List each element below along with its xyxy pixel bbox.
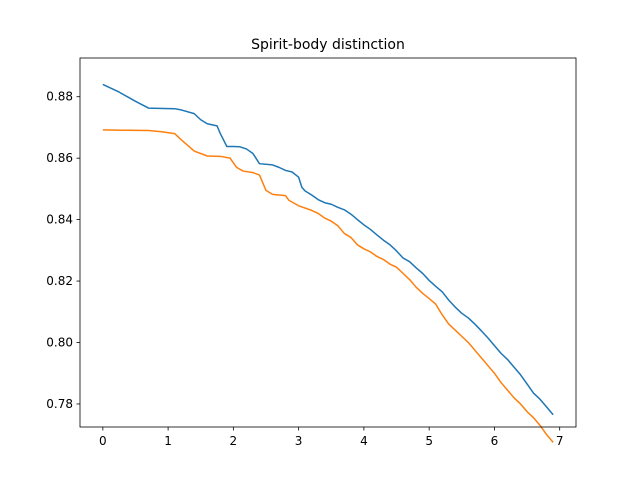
x-tick-label: 7 xyxy=(556,434,564,448)
y-tick-label: 0.82 xyxy=(46,274,73,288)
y-tick-label: 0.80 xyxy=(46,336,73,350)
chart-title: Spirit-body distinction xyxy=(251,37,405,53)
y-tick-label: 0.86 xyxy=(46,151,73,165)
x-tick-label: 4 xyxy=(360,434,368,448)
x-tick-label: 2 xyxy=(230,434,238,448)
y-tick-label: 0.84 xyxy=(46,213,73,227)
series-line-1 xyxy=(102,83,554,416)
x-axis: 0 1 2 3 4 5 6 7 xyxy=(99,427,564,448)
plot-frame xyxy=(79,57,577,428)
x-tick-label: 1 xyxy=(164,434,172,448)
x-tick-label: 5 xyxy=(425,434,433,448)
series-layer xyxy=(102,83,554,443)
series-line-2 xyxy=(102,129,554,443)
y-axis: 0.78 0.80 0.82 0.84 0.86 0.88 xyxy=(46,90,80,411)
y-tick-label: 0.88 xyxy=(46,90,73,104)
x-tick-label: 0 xyxy=(99,434,107,448)
x-tick-label: 6 xyxy=(491,434,499,448)
y-tick-label: 0.78 xyxy=(46,397,73,411)
x-tick-label: 3 xyxy=(295,434,303,448)
